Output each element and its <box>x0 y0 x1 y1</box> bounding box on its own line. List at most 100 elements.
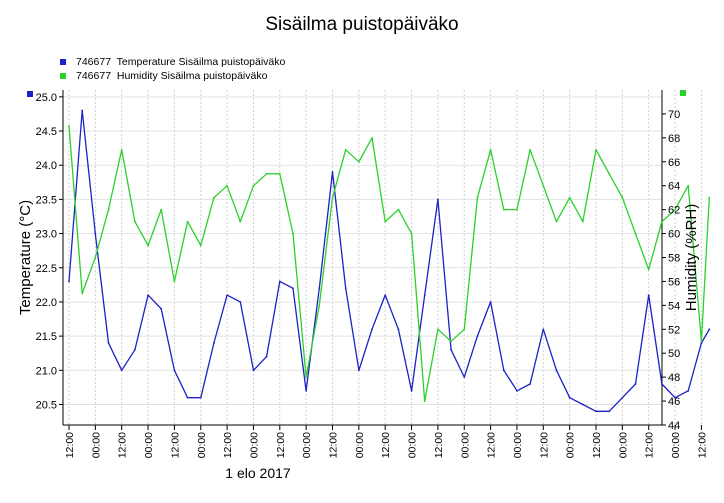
temperature-data-point <box>674 396 676 399</box>
left-y-tick-label: 20.5 <box>36 399 57 411</box>
humidity-data-point <box>94 256 97 259</box>
x-tick-label: 12:00 <box>486 432 498 458</box>
left-y-tick-label: 23.5 <box>36 194 57 206</box>
humidity-data-point <box>463 328 466 331</box>
temperature-data-point <box>120 369 123 372</box>
axis-layer <box>27 90 702 430</box>
x-tick-label: 12:00 <box>275 432 287 458</box>
x-tick-label: 00:00 <box>196 432 208 458</box>
legend: 746677 Temperature Sisäilma puistopäiväk… <box>60 55 285 83</box>
humidity-data-point <box>199 244 202 247</box>
temperature-data-point <box>81 109 84 112</box>
temperature-data-point <box>199 396 202 399</box>
right-y-tick-label: 48 <box>668 372 680 384</box>
temperature-data-point <box>331 171 334 173</box>
temperature-data-point <box>305 389 308 392</box>
left-axis-marker <box>27 91 33 97</box>
temperature-data-point <box>595 410 597 413</box>
humidity-data-point <box>516 208 518 211</box>
temperature-series-line <box>68 109 710 412</box>
x-tick-label: 00:00 <box>354 432 366 458</box>
humidity-data-point <box>68 124 70 127</box>
temperature-data-point <box>226 294 229 297</box>
humidity-data-point <box>708 196 711 199</box>
x-tick-label: 00:00 <box>565 432 577 458</box>
temperature-data-point <box>647 294 650 297</box>
humidity-data-point <box>213 196 215 199</box>
temperature-data-point <box>489 301 492 303</box>
temperature-data-point <box>94 232 97 235</box>
right-axis-title: Humidity (%RH) <box>683 204 700 312</box>
humidity-data-point <box>621 196 624 199</box>
temperature-data-point <box>423 294 426 297</box>
temperature-data-point <box>186 396 189 399</box>
humidity-data-point <box>384 220 387 223</box>
temperature-data-point <box>344 287 347 290</box>
temperature-data-point <box>160 307 163 310</box>
x-tick-label: 12:00 <box>117 432 129 458</box>
temperature-data-point <box>450 348 452 351</box>
right-y-tick-label: 66 <box>668 157 680 169</box>
temperature-data-point <box>265 355 268 358</box>
humidity-data-point <box>660 220 663 223</box>
temperature-data-point <box>568 396 571 399</box>
temperature-data-point <box>292 287 294 290</box>
humidity-data-point <box>331 196 334 199</box>
right-y-tick-label: 50 <box>668 348 680 360</box>
right-axis-marker <box>680 90 686 96</box>
x-tick-label: 12:00 <box>169 432 181 458</box>
label-layer: 12:00 00:00 12:00 00:00 12:00 00:00 12:00 00:00… <box>17 92 708 481</box>
temperature-data-point <box>437 198 439 201</box>
humidity-data-point <box>186 220 189 223</box>
x-tick-label: 12:00 <box>380 432 392 458</box>
x-tick-label: 12:00 <box>64 432 76 458</box>
humidity-data-point <box>450 340 452 343</box>
temperature-data-point <box>173 369 176 372</box>
temperature-data-point <box>410 389 413 392</box>
x-tick-label: 12:00 <box>696 432 708 458</box>
legend-item-temperature: 746677 Temperature Sisäilma puistopäiväk… <box>60 55 285 69</box>
humidity-data-point <box>265 172 268 175</box>
left-y-tick-label: 24.5 <box>36 126 57 138</box>
left-y-tick-label: 22.5 <box>36 263 57 275</box>
series-layer <box>68 109 711 413</box>
right-y-tick-label: 44 <box>668 420 680 432</box>
temperature-data-point <box>581 403 584 406</box>
x-tick-label: 12:00 <box>538 432 550 458</box>
x-tick-label: 00:00 <box>459 432 471 458</box>
temperature-data-point <box>529 383 532 385</box>
humidity-data-point <box>147 244 149 247</box>
humidity-data-point <box>700 340 703 343</box>
temperature-data-point <box>476 335 479 338</box>
x-tick-label: 00:00 <box>617 432 629 458</box>
humidity-data-point <box>239 220 242 223</box>
humidity-series-line <box>68 125 710 402</box>
humidity-data-point <box>133 220 136 223</box>
humidity-data-point <box>674 208 676 211</box>
humidity-data-point <box>226 184 229 187</box>
temperature-data-point <box>700 342 703 344</box>
right-y-tick-label: 60 <box>668 229 680 241</box>
x-tick-label: 12:00 <box>644 432 656 458</box>
temperature-data-point <box>463 376 466 379</box>
temperature-data-point <box>634 383 637 385</box>
humidity-data-point <box>608 172 611 175</box>
humidity-data-point <box>278 172 281 175</box>
temperature-data-point <box>133 348 136 351</box>
legend-swatch-temperature <box>60 59 66 65</box>
humidity-data-point <box>397 208 400 211</box>
humidity-data-point <box>502 208 505 211</box>
temperature-data-point <box>357 369 360 372</box>
x-tick-label: 00:00 <box>90 432 102 458</box>
temperature-data-point <box>708 328 711 331</box>
humidity-data-point <box>344 148 347 151</box>
x-tick-label: 00:00 <box>407 432 419 458</box>
right-y-tick-label: 46 <box>668 396 680 408</box>
temperature-data-point <box>397 328 400 331</box>
humidity-data-point <box>647 268 650 271</box>
left-y-tick-label: 25.0 <box>36 92 57 104</box>
x-tick-label: 00:00 <box>248 432 260 458</box>
legend-label-temperature: 746677 Temperature Sisäilma puistopäiväk… <box>76 56 286 68</box>
